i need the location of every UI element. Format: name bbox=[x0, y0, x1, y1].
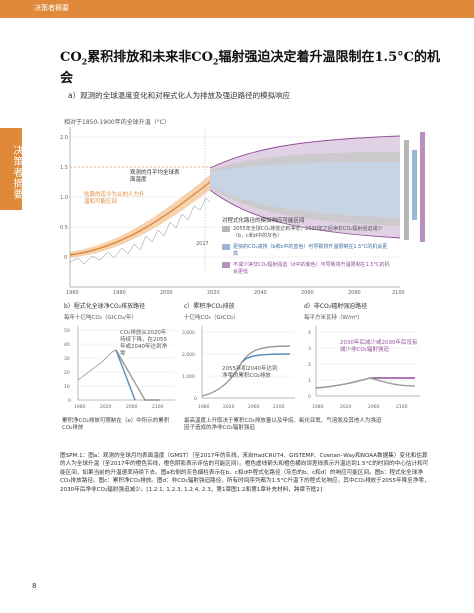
panel-d-unit: 每平方米瓦特（W/m²） bbox=[304, 315, 363, 321]
y-tick-label: 0 bbox=[68, 398, 71, 404]
y-tick-label: 3 bbox=[308, 346, 311, 352]
legend-label: 2055年全球CO₂排放达到净零，2030年之后净非CO₂辐射强迫减少（b，c和… bbox=[233, 226, 383, 239]
x-tick-label: 2060 bbox=[368, 404, 380, 410]
x-tick-label: 2000 bbox=[160, 290, 173, 296]
header-section-label: 决策者摘要 bbox=[34, 4, 69, 12]
panel-b-unit: 每年十亿吨CO₂（GtCO₂/年） bbox=[64, 315, 138, 321]
panel-c-note: 2055年和2040年达到净零的累积CO₂排放 bbox=[222, 366, 278, 379]
y-tick-label: 10 bbox=[64, 384, 70, 390]
x-tick-label: 1980 bbox=[312, 404, 324, 410]
legend-label: 更快的CO₂减排（b和c中的蓝色）可导致将升温限制在1.5°C的机会更高 bbox=[233, 244, 388, 257]
panel-a-subtitle: a）观测的全球温度变化和对程式化人为排放及强迫路径的模拟响应 bbox=[68, 91, 291, 100]
y-tick-label: 1.5 bbox=[60, 165, 68, 171]
y-tick-label: 2,000 bbox=[182, 352, 195, 358]
y-tick-label: 30 bbox=[64, 356, 70, 362]
y-tick-label: 1,000 bbox=[182, 374, 195, 380]
x-tick-label: 2020 bbox=[340, 404, 352, 410]
legend-item-gray: 2055年全球CO₂排放达到净零，2030年之后净非CO₂辐射强迫减少（b，c和… bbox=[222, 226, 392, 239]
panel-d-chart: 4 3 2 1 0 1980 2020 2060 2100 bbox=[308, 326, 420, 410]
x-tick-label: 1960 bbox=[66, 290, 79, 296]
x-tick-label: 2060 bbox=[126, 404, 138, 410]
page-title: CO2累积排放和未来非CO2辐射强迫决定着升温限制在1.5°C的机会 bbox=[60, 46, 440, 86]
annotation-observed: 观测的月平均全球表面温度 bbox=[130, 170, 180, 183]
header-bar: 决策者摘要 bbox=[0, 0, 474, 18]
panel-c-chart: 3,000 2,000 1,000 0 1980 2020 2060 2100 bbox=[182, 326, 295, 410]
page-number: 8 bbox=[32, 582, 37, 590]
legend-swatch-blue bbox=[222, 244, 230, 250]
y-tick-label: 0.5 bbox=[60, 225, 68, 231]
x-tick-label: 2040 bbox=[254, 290, 267, 296]
title-sub: 2 bbox=[212, 56, 219, 67]
y-tick-label: 20 bbox=[64, 370, 70, 376]
y-tick-label: 0 bbox=[194, 396, 197, 402]
legend-item-blue: 更快的CO₂减排（b和c中的蓝色）可导致将升温限制在1.5°C的机会更高 bbox=[222, 244, 392, 257]
y-tick-label: 3,000 bbox=[182, 330, 195, 336]
panel-b-title: b）程式化全球净CO₂排放路径 bbox=[64, 303, 146, 310]
panel-b-caption: 累积净CO₂排放可限制在（e）中所示的累积CO₂排放 bbox=[62, 418, 170, 431]
x-tick-label: 2100 bbox=[152, 404, 164, 410]
x-tick-label: 2080 bbox=[348, 290, 361, 296]
y-tick-label: 50 bbox=[64, 328, 70, 334]
side-tab: 决策者摘要 bbox=[0, 128, 22, 210]
y-tick-label: 0 bbox=[64, 255, 67, 261]
x-tick-label: 2100 bbox=[392, 290, 405, 296]
y-tick-label: 2.0 bbox=[60, 135, 68, 141]
x-tick-label: 1980 bbox=[74, 404, 86, 410]
panel-b-chart: 50 40 30 20 10 0 1980 2020 2060 2100 bbox=[64, 326, 175, 410]
legend-title: 对程式化路径的模拟响应可能区间 bbox=[222, 218, 305, 224]
panel-c-caption: 最高温度上升取决于累积CO₂排放量以及甲烷、氧化亚氮、气溶胶及其他人为强迫因子造… bbox=[184, 418, 382, 431]
x-tick-label: 1980 bbox=[198, 404, 210, 410]
figure-caption: 图SPM.1：图a：观测的全球月均表面温度（GMST）（至2017年的灰线，来自… bbox=[60, 453, 430, 493]
y-tick-label: 2 bbox=[308, 362, 311, 368]
side-tab-label: 决策者摘要 bbox=[11, 144, 22, 200]
title-part: 累积排放和未来非CO bbox=[87, 50, 213, 65]
panel-b-note: CO₂排放从2020年持续下降，在2055年或2040年达到净零 bbox=[120, 330, 167, 357]
panel-a-chart: 2017 2.0 1.5 1.0 0.5 0 1960 1980 2000 20… bbox=[60, 127, 430, 296]
x-tick-label: 2020 bbox=[100, 404, 112, 410]
y-tick-label: 40 bbox=[64, 342, 70, 348]
panel-d-note: 2030年后减少或2030年后没有减少非CO₂辐射强迫 bbox=[340, 340, 418, 353]
title-sub: 2 bbox=[81, 56, 88, 67]
x-tick-label: 2100 bbox=[273, 404, 285, 410]
legend-swatch-purple bbox=[222, 262, 230, 268]
x-tick-label: 2100 bbox=[396, 404, 408, 410]
marker-2017: 2017 bbox=[196, 241, 209, 247]
y-tick-label: 1.0 bbox=[60, 195, 68, 201]
panel-d-title: d）非CO₂辐射强迫路径 bbox=[304, 303, 368, 310]
y-tick-label: 1 bbox=[308, 378, 311, 384]
panel-a-ytitle: 相对于1850-1900年的全球升温（°C） bbox=[64, 119, 170, 126]
x-tick-label: 2060 bbox=[301, 290, 314, 296]
panel-c-unit: 十亿吨CO₂（GtCO₂） bbox=[184, 315, 239, 321]
y-tick-label: 4 bbox=[308, 330, 311, 336]
title-part: CO bbox=[60, 50, 82, 65]
title-part: 辐射强迫决定着升温限制在1.5°C的机会 bbox=[60, 50, 440, 86]
x-tick-label: 1980 bbox=[113, 290, 126, 296]
annotation-estimated: 估算的迄今为止的人为升温和可能区间 bbox=[84, 192, 145, 205]
legend-swatch-gray bbox=[222, 226, 230, 232]
legend-item-purple: 不减少净非CO₂辐射强迫（d中的紫色）可导致将升温限制在1.5°C的机会更低 bbox=[222, 262, 392, 275]
x-tick-label: 2020 bbox=[223, 404, 235, 410]
legend-label: 不减少净非CO₂辐射强迫（d中的紫色）可导致将升温限制在1.5°C的机会更低 bbox=[233, 262, 390, 275]
x-tick-label: 2020 bbox=[207, 290, 220, 296]
panel-c-title: c）累积净CO₂排放 bbox=[184, 303, 235, 310]
x-tick-label: 2060 bbox=[248, 404, 260, 410]
y-tick-label: 0 bbox=[308, 394, 311, 400]
